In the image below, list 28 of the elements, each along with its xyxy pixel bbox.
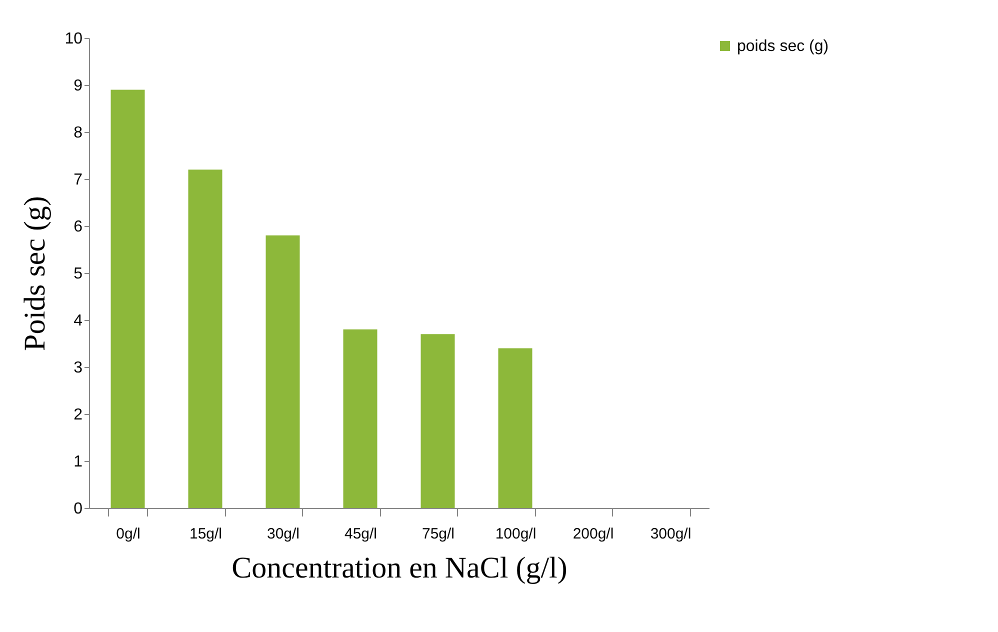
legend-label: poids sec (g) [737,38,829,55]
y-tick-label: 7 [74,172,83,188]
x-tick-label: 100g/l [495,526,536,542]
y-tick-label: 5 [74,266,83,282]
bar [188,170,222,508]
y-tick-label: 0 [74,500,83,518]
x-tick-label: 200g/l [572,526,614,542]
y-tick-label: 6 [74,218,83,236]
bar [420,334,455,508]
x-tick-label: 0g/l [116,526,140,542]
bar [343,329,378,508]
y-tick-label: 2 [74,406,83,424]
y-tick-label: 10 [64,30,83,48]
y-tick-label: 9 [74,78,83,94]
bar [266,235,300,508]
y-tick-label: 3 [74,360,83,376]
y-tick-label: 1 [74,454,83,470]
bar [498,348,532,508]
x-tick-label: 30g/l [266,526,300,542]
x-axis-title: Concentration en NaCl (g/l) [232,552,568,584]
bar [110,90,145,508]
x-tick-label: 300g/l [650,526,692,542]
y-axis-title: Poids sec (g) [18,196,52,351]
y-tick-label: 4 [74,312,83,330]
y-tick-label: 8 [74,124,83,142]
x-tick-label: 15g/l [189,526,222,542]
x-tick-label: 75g/l [422,526,455,542]
x-tick-label: 45g/l [344,526,378,542]
